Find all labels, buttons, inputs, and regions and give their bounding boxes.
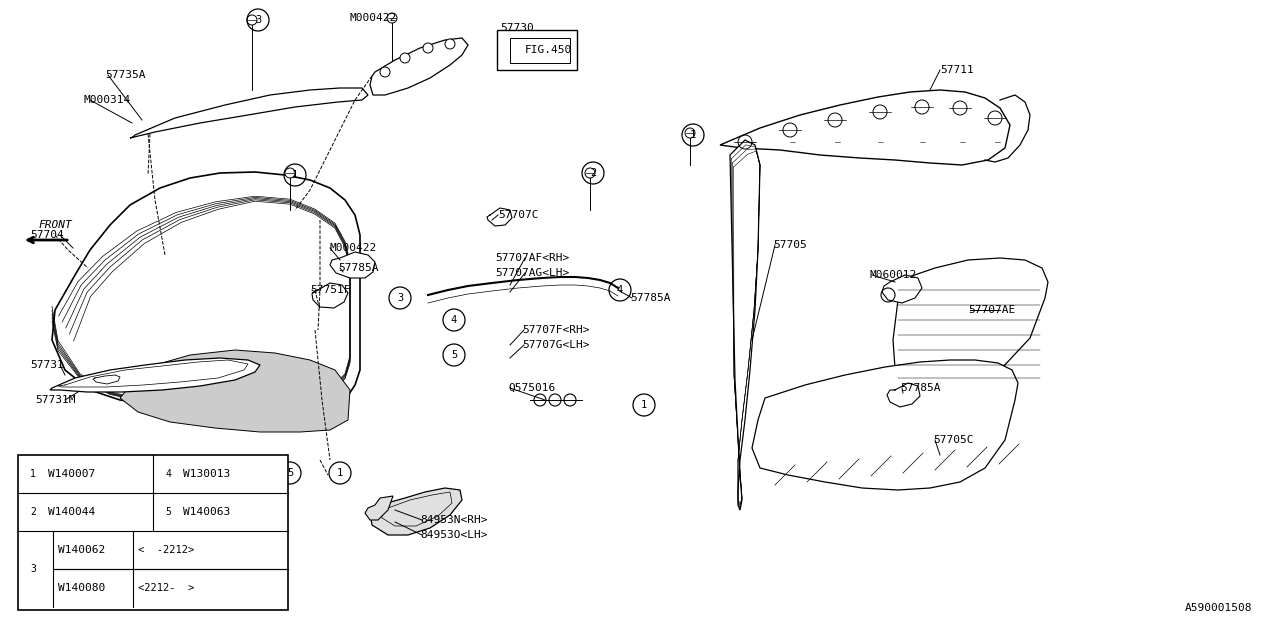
Text: 2: 2 (590, 168, 596, 178)
Text: <2212-  >: <2212- > (138, 583, 195, 593)
Text: 57705C: 57705C (933, 435, 974, 445)
Circle shape (445, 39, 454, 49)
Text: W140044: W140044 (49, 507, 95, 517)
Text: M000422: M000422 (349, 13, 397, 23)
Text: 57707AE: 57707AE (968, 305, 1015, 315)
Circle shape (399, 53, 410, 63)
Text: 57785A: 57785A (630, 293, 671, 303)
Polygon shape (730, 140, 760, 510)
Text: 57707C: 57707C (498, 210, 539, 220)
Text: M000422: M000422 (330, 243, 378, 253)
Text: 57730: 57730 (500, 23, 534, 33)
Text: 1: 1 (29, 469, 36, 479)
Text: 84953O<LH>: 84953O<LH> (420, 530, 488, 540)
Circle shape (285, 168, 294, 178)
Text: M000314: M000314 (83, 95, 131, 105)
Text: W140063: W140063 (183, 507, 230, 517)
Circle shape (685, 128, 695, 138)
Text: 3: 3 (255, 15, 261, 25)
Polygon shape (893, 258, 1048, 385)
Text: 4: 4 (165, 469, 172, 479)
Text: FIG.450: FIG.450 (525, 45, 572, 55)
Bar (497, 30, 577, 70)
Text: 4: 4 (451, 315, 457, 325)
Text: 1: 1 (641, 400, 648, 410)
Text: 57785A: 57785A (900, 383, 941, 393)
Text: A590001508: A590001508 (1185, 603, 1253, 613)
Text: 57707AG<LH>: 57707AG<LH> (495, 268, 570, 278)
Text: 57735A: 57735A (105, 70, 146, 80)
Polygon shape (753, 360, 1018, 490)
Polygon shape (370, 488, 462, 535)
Text: 57707F<RH>: 57707F<RH> (522, 325, 590, 335)
Text: 3: 3 (397, 293, 403, 303)
Circle shape (585, 168, 595, 178)
Text: 57707AF<RH>: 57707AF<RH> (495, 253, 570, 263)
Polygon shape (131, 88, 369, 138)
Text: 3: 3 (29, 564, 36, 574)
Text: W140007: W140007 (49, 469, 95, 479)
Text: 57731: 57731 (29, 360, 64, 370)
Text: 57751F: 57751F (310, 285, 351, 295)
Text: 84953N<RH>: 84953N<RH> (420, 515, 488, 525)
Text: W140062: W140062 (58, 545, 105, 555)
Text: 5: 5 (451, 350, 457, 360)
Text: <  -2212>: < -2212> (138, 545, 195, 555)
Text: 57731M: 57731M (35, 395, 76, 405)
Polygon shape (120, 350, 349, 432)
Text: 57707G<LH>: 57707G<LH> (522, 340, 590, 350)
Text: 5: 5 (287, 468, 293, 478)
Text: M060012: M060012 (870, 270, 918, 280)
Text: 2: 2 (29, 507, 36, 517)
Polygon shape (52, 172, 360, 420)
Text: 1: 1 (337, 468, 343, 478)
Circle shape (422, 43, 433, 53)
Text: 57785A: 57785A (338, 263, 379, 273)
Circle shape (380, 67, 390, 77)
Bar (18, 455, 288, 610)
Polygon shape (330, 252, 375, 278)
Text: 57705: 57705 (773, 240, 806, 250)
Bar (509, 38, 570, 63)
Text: 1: 1 (690, 130, 696, 140)
Text: 1: 1 (292, 170, 298, 180)
Text: W130013: W130013 (183, 469, 230, 479)
Polygon shape (50, 358, 260, 392)
Text: 4: 4 (617, 285, 623, 295)
Polygon shape (719, 90, 1010, 165)
Text: 5: 5 (165, 507, 172, 517)
Polygon shape (882, 275, 922, 303)
Circle shape (387, 13, 397, 23)
Polygon shape (370, 38, 468, 95)
Text: 57704: 57704 (29, 230, 64, 240)
Text: Q575016: Q575016 (508, 383, 556, 393)
Text: W140080: W140080 (58, 583, 105, 593)
Text: FRONT: FRONT (38, 220, 72, 230)
Circle shape (247, 15, 257, 25)
Polygon shape (365, 496, 393, 520)
Text: 57711: 57711 (940, 65, 974, 75)
